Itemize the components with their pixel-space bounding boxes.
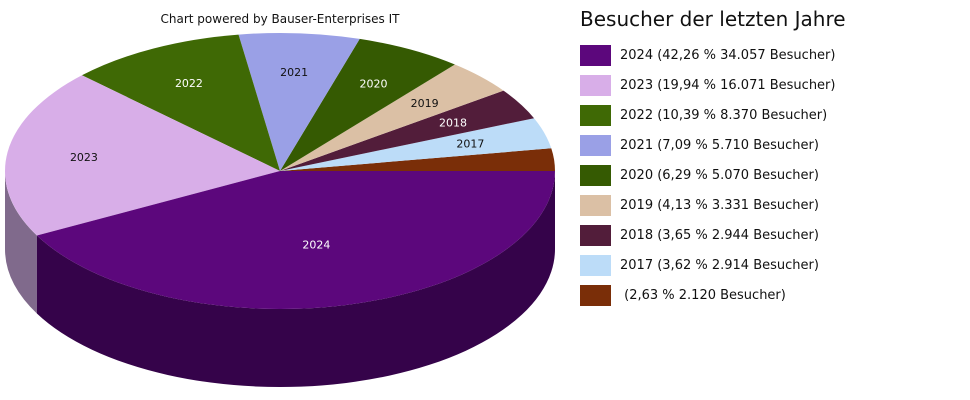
slice-label-2021: 2021 (280, 66, 308, 79)
slice-label-2017: 2017 (456, 138, 484, 151)
pie-slice-other[interactable] (280, 148, 555, 171)
legend-swatch (580, 134, 611, 156)
legend-item-2018: 2018 (3,65 % 2.944 Besucher) (580, 220, 846, 250)
pie-slice-2018[interactable] (280, 90, 535, 171)
pie-slice-2019[interactable] (280, 64, 504, 171)
legend-swatch (580, 224, 611, 246)
legend-item-2024: 2024 (42,26 % 34.057 Besucher) (580, 40, 846, 70)
pie-slice-2023[interactable] (4, 75, 280, 236)
legend-label: 2023 (19,94 % 16.071 Besucher) (620, 77, 836, 93)
legend-swatch (580, 44, 611, 66)
legend-label: 2024 (42,26 % 34.057 Besucher) (620, 47, 836, 63)
legend-label: 2019 (4,13 % 3.331 Besucher) (620, 197, 819, 213)
legend-item-2023: 2023 (19,94 % 16.071 Besucher) (580, 70, 846, 100)
legend: Besucher der letzten Jahre 2024 (42,26 %… (580, 6, 846, 310)
chart-powered-by: Chart powered by Bauser-Enterprises IT (160, 12, 400, 26)
legend-label: (2,63 % 2.120 Besucher) (620, 287, 786, 303)
slice-label-2019: 2019 (411, 97, 439, 110)
legend-item-2019: 2019 (4,13 % 3.331 Besucher) (580, 190, 846, 220)
pie-slice-2022[interactable] (81, 34, 281, 171)
legend-swatch (580, 74, 611, 96)
legend-item-2022: 2022 (10,39 % 8.370 Besucher) (580, 100, 846, 130)
pie-slice-2021[interactable] (238, 33, 360, 171)
slice-label-2020: 2020 (359, 77, 387, 90)
pie-slice-2017[interactable] (280, 118, 552, 171)
slice-label-2023: 2023 (70, 151, 98, 164)
slice-label-2018: 2018 (439, 117, 467, 130)
legend-swatch (580, 194, 611, 216)
legend-label: 2018 (3,65 % 2.944 Besucher) (620, 227, 819, 243)
legend-swatch (580, 284, 611, 306)
pie-side-wall (36, 171, 555, 388)
legend-swatch (580, 104, 611, 126)
legend-items: 2024 (42,26 % 34.057 Besucher) 2023 (19,… (580, 40, 846, 310)
legend-item-2021: 2021 (7,09 % 5.710 Besucher) (580, 130, 846, 160)
legend-label: 2021 (7,09 % 5.710 Besucher) (620, 137, 819, 153)
legend-item-2020: 2020 (6,29 % 5.070 Besucher) (580, 160, 846, 190)
legend-title: Besucher der letzten Jahre (580, 7, 846, 31)
legend-item-other: (2,63 % 2.120 Besucher) (580, 280, 846, 310)
pie-chart-area: 2017 2018 2019 2020 2021 2022 2023 2024 Chart p… (4, 12, 555, 388)
legend-swatch (580, 254, 611, 276)
legend-label: 2022 (10,39 % 8.370 Besucher) (620, 107, 828, 123)
pie-side-wall (4, 171, 37, 314)
pie-slice-2024[interactable] (36, 171, 555, 310)
legend-label: 2017 (3,62 % 2.914 Besucher) (620, 257, 819, 273)
pie-slice-2020[interactable] (280, 38, 455, 171)
legend-label: 2020 (6,29 % 5.070 Besucher) (620, 167, 819, 183)
slice-label-2024: 2024 (302, 239, 330, 252)
legend-item-2017: 2017 (3,62 % 2.914 Besucher) (580, 250, 846, 280)
legend-swatch (580, 164, 611, 186)
slice-label-2022: 2022 (175, 77, 203, 90)
